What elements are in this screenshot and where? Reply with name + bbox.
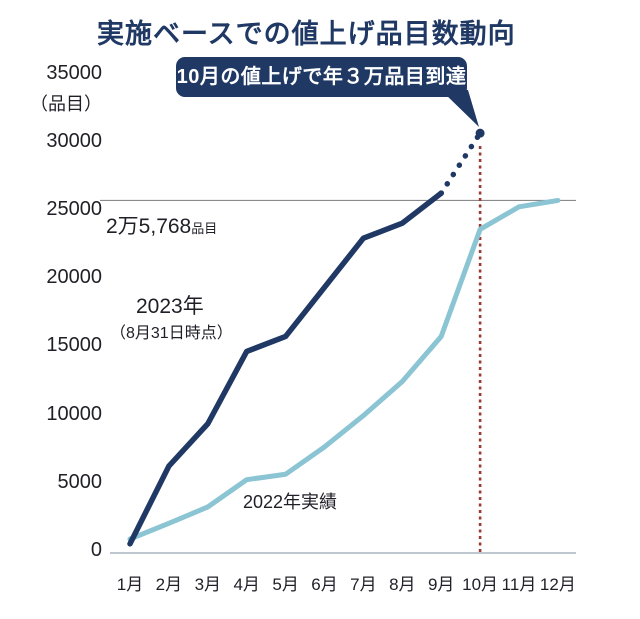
y-tick-label: 30000 bbox=[46, 129, 102, 152]
x-tick-label: 4月 bbox=[233, 575, 260, 594]
grid-reference-value: 2万5,768 bbox=[106, 215, 192, 238]
x-tick-label: 2月 bbox=[155, 575, 183, 594]
grid-reference-unit: 品目 bbox=[191, 221, 218, 236]
y-tick-label: 15000 bbox=[46, 334, 102, 357]
y-axis-unit-label: （品目） bbox=[30, 94, 102, 114]
series-2022-line bbox=[127, 197, 561, 542]
x-tick-label: 6月 bbox=[311, 575, 338, 594]
y-tick-label: 25000 bbox=[46, 197, 102, 220]
y-tick-label: 35000 bbox=[46, 61, 102, 84]
callout-text: 10月の値上げで年３万品目到達 bbox=[176, 66, 467, 88]
x-tick-label: 12月 bbox=[539, 575, 576, 594]
series-label-2023-subtitle: （8月31日時点） bbox=[110, 325, 233, 342]
x-tick-label: 5月 bbox=[272, 575, 299, 594]
x-tick-label: 7月 bbox=[350, 575, 377, 594]
projection-end-dot bbox=[475, 128, 485, 138]
series-2023-line-solid bbox=[127, 190, 444, 547]
x-tick-label: 9月 bbox=[427, 575, 455, 594]
y-tick-label: 10000 bbox=[46, 402, 102, 425]
callout-box: 10月の値上げで年３万品目到達 bbox=[176, 57, 467, 97]
x-tick-label: 10月 bbox=[462, 575, 499, 594]
x-tick-label: 3月 bbox=[194, 575, 222, 594]
series-label-2023: 2023年 bbox=[136, 295, 204, 318]
series-label-2022: 2022年実績 bbox=[243, 492, 338, 512]
chart-title: 実施ベースでの値上げ品目数動向 bbox=[97, 19, 516, 49]
x-tick-label: 8月 bbox=[389, 575, 416, 594]
series-2023-line-dotted-projection bbox=[438, 130, 483, 196]
grid-reference-label: 2万5,768品目 bbox=[106, 210, 217, 240]
y-tick-label: 0 bbox=[90, 539, 102, 561]
callout-tail bbox=[441, 90, 479, 127]
y-tick-label: 20000 bbox=[46, 266, 102, 289]
y-tick-label: 5000 bbox=[57, 470, 103, 493]
x-tick-label: 11月 bbox=[501, 575, 537, 594]
x-tick-label: 1月 bbox=[116, 575, 144, 594]
